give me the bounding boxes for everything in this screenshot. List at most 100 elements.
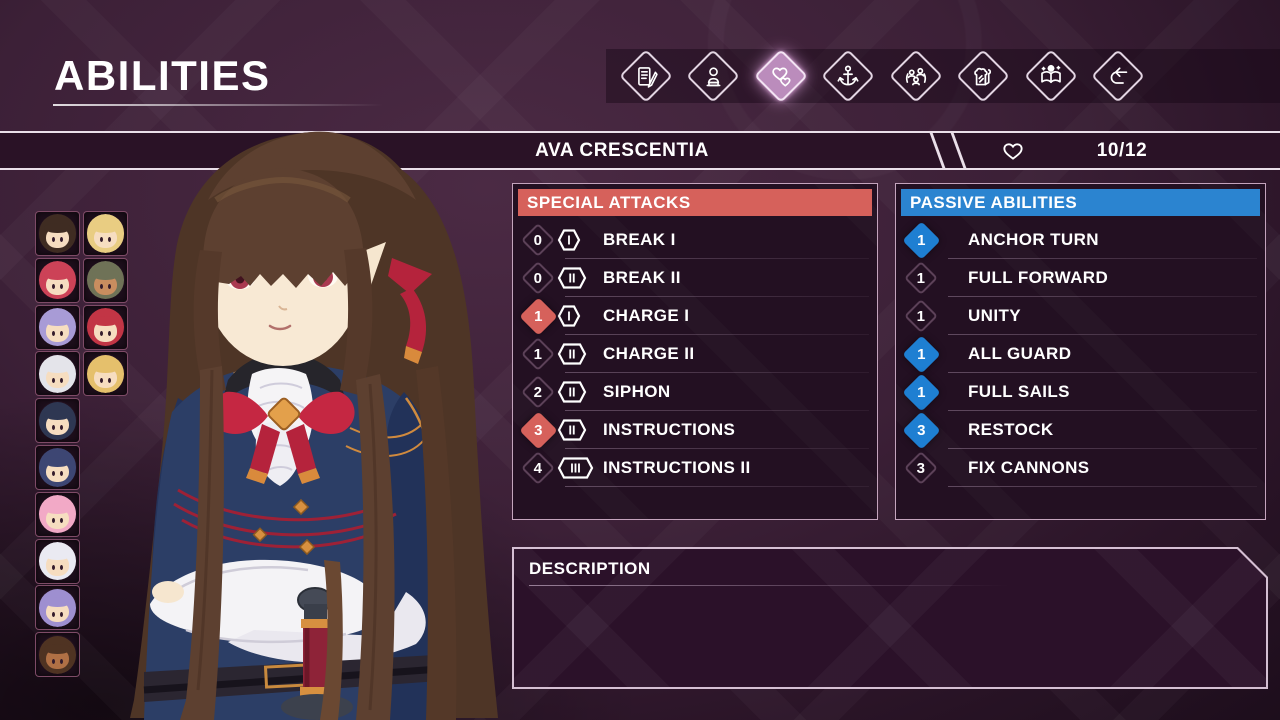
character-art	[130, 131, 498, 720]
roster-portrait[interactable]	[83, 351, 128, 397]
chibi-eyes	[51, 471, 64, 477]
passive-ability-row[interactable]: 1 UNITY	[902, 297, 1259, 335]
roster-portrait[interactable]	[83, 304, 128, 350]
special-attack-row[interactable]: 4 III INSTRUCTIONS II	[519, 449, 871, 487]
chibi-avatar	[38, 588, 77, 628]
tab-crew[interactable]	[882, 47, 950, 105]
chibi-eyes	[99, 330, 112, 336]
count-diamond-shape: 1	[901, 334, 941, 374]
special-attack-row[interactable]: 1 II CHARGE II	[519, 335, 871, 373]
passive-ability-row[interactable]: 1 FULL SAILS	[901, 372, 1259, 412]
roster-portrait[interactable]	[35, 351, 80, 397]
ability-count: 3	[533, 421, 543, 439]
bread-icon	[970, 63, 997, 90]
count-diamond: 4	[519, 449, 557, 487]
roster-portrait[interactable]	[35, 445, 80, 490]
special-attack-row[interactable]: 2 II SIPHON	[519, 373, 871, 411]
count-diamond-shape: 0	[521, 261, 555, 295]
tab-book[interactable]	[1017, 47, 1085, 105]
passive-abilities-header: PASSIVE ABILITIES	[901, 189, 1260, 216]
passive-ability-row[interactable]: 3 FIX CANNONS	[902, 449, 1259, 487]
special-attack-row[interactable]: 1 I CHARGE I	[518, 296, 871, 336]
svg-text:II: II	[569, 272, 576, 286]
roster-portrait[interactable]	[35, 257, 80, 303]
ability-count: 0	[533, 231, 543, 249]
ability-count: 1	[916, 231, 926, 249]
tab-return[interactable]	[1085, 47, 1153, 105]
ability-name: FULL FORWARD	[968, 268, 1109, 287]
chibi-face	[43, 269, 71, 295]
roster-portrait[interactable]	[35, 632, 80, 678]
tab-band	[606, 49, 1280, 103]
count-diamond-shape: 3	[901, 410, 941, 450]
count-diamond: 0	[519, 259, 557, 297]
affinity-count: 10/12	[1096, 140, 1148, 161]
ability-name: RESTOCK	[968, 420, 1054, 439]
roster-portrait[interactable]	[35, 211, 80, 256]
special-attack-row[interactable]: 0 I BREAK I	[519, 221, 871, 259]
count-diamond-shape: 1	[901, 220, 941, 260]
passive-ability-row[interactable]: 1 FULL FORWARD	[902, 259, 1259, 297]
tab-anchor[interactable]	[815, 47, 883, 105]
ability-count: 1	[916, 307, 926, 325]
chibi-face	[43, 550, 71, 576]
tab-diamond	[686, 49, 741, 103]
roster-portrait[interactable]	[35, 304, 80, 350]
chibi-eyes	[51, 611, 64, 617]
count-diamond: 3	[902, 449, 940, 487]
chibi-face	[43, 222, 71, 248]
chibi-face	[91, 222, 119, 248]
ability-count: 1	[533, 345, 543, 363]
tab-hearts[interactable]	[747, 47, 815, 105]
roster-portrait[interactable]	[35, 491, 80, 537]
passive-ability-row[interactable]: 1 ANCHOR TURN	[901, 220, 1259, 260]
passive-ability-row[interactable]: 1 ALL GUARD	[901, 334, 1259, 374]
roster-portrait[interactable]	[83, 211, 128, 256]
tab-bust[interactable]	[680, 47, 748, 105]
count-diamond-shape: 1	[904, 299, 938, 333]
ability-name: BREAK I	[603, 230, 676, 249]
ability-name: FULL SAILS	[968, 382, 1070, 401]
ability-count: 0	[533, 269, 543, 287]
tab-journal[interactable]	[612, 47, 680, 105]
tab-diamond	[821, 49, 876, 103]
action-cost-icon: I	[557, 303, 597, 329]
ability-name: UNITY	[968, 306, 1021, 325]
chibi-avatar	[86, 307, 125, 347]
count-diamond: 3	[901, 410, 941, 450]
ability-count: 1	[916, 269, 926, 287]
special-attack-row[interactable]: 0 II BREAK II	[519, 259, 871, 297]
ability-count: 1	[916, 345, 926, 363]
roster-portrait[interactable]	[35, 585, 80, 631]
special-attacks-list: 0 I BREAK I 0 II BREAK II 1 I CHARGE I 1 II CHARGE …	[518, 221, 871, 487]
description-body	[529, 597, 1246, 677]
count-diamond: 1	[901, 220, 941, 260]
chibi-face	[43, 597, 71, 623]
bust-icon	[700, 63, 727, 90]
chibi-eyes	[99, 237, 112, 243]
title-underline	[53, 104, 383, 106]
passive-ability-row[interactable]: 3 RESTOCK	[901, 410, 1259, 450]
count-diamond: 3	[518, 410, 558, 450]
chibi-eyes	[51, 424, 64, 430]
ability-name: CHARGE II	[603, 344, 695, 363]
ability-name: ALL GUARD	[968, 344, 1072, 363]
special-attack-row[interactable]: 3 II INSTRUCTIONS	[518, 410, 871, 450]
count-diamond-shape: 1	[904, 261, 938, 295]
ability-name: INSTRUCTIONS II	[603, 458, 751, 477]
chibi-face	[91, 316, 119, 342]
roster-portrait[interactable]	[35, 538, 80, 584]
ability-count: 3	[916, 421, 926, 439]
tab-bread[interactable]	[950, 47, 1018, 105]
roster-portrait[interactable]	[83, 257, 128, 303]
count-diamond-shape: 3	[518, 410, 558, 450]
tab-diamond	[1023, 49, 1078, 103]
chibi-face	[91, 363, 119, 389]
count-diamond-shape: 1	[521, 337, 555, 371]
tab-diamond	[1091, 49, 1146, 103]
chibi-face	[43, 409, 71, 436]
svg-text:I: I	[567, 310, 570, 324]
roster-portrait[interactable]	[35, 398, 80, 444]
count-diamond: 1	[902, 297, 940, 335]
ability-name: CHARGE I	[603, 306, 690, 325]
